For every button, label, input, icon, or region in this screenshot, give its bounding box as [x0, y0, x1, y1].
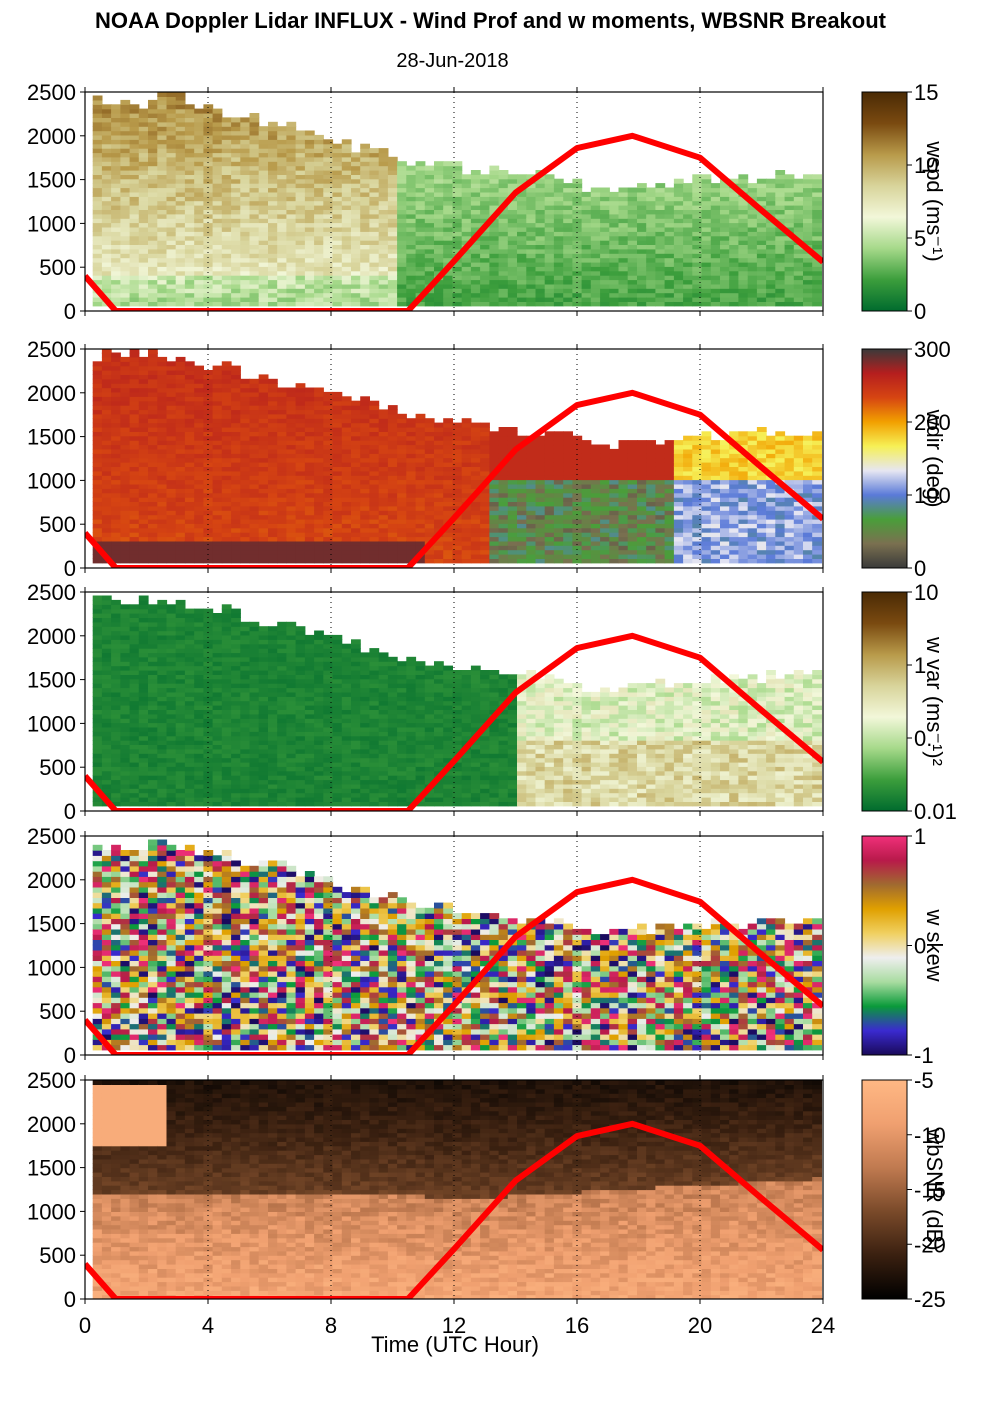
- colorbar-tick-label: -10: [914, 1123, 946, 1148]
- colorbar-label-wspd: wspd (ms⁻¹): [922, 140, 947, 261]
- y-tick-label: 1000: [27, 711, 76, 736]
- colorbar-tick-label: 5: [914, 226, 926, 251]
- y-tick-label: 1000: [27, 211, 76, 236]
- colorbar-tick-label: 1: [914, 653, 926, 678]
- colorbar-wskew: [861, 835, 908, 1056]
- heatmap-wspd: [92, 92, 822, 307]
- colorbar-wdir: [861, 348, 908, 569]
- y-tick-label: 0: [64, 1043, 76, 1068]
- y-tick-label: 1000: [27, 1199, 76, 1224]
- colorbar-label-wbsnr: wbSNR (dB): [922, 1127, 947, 1250]
- colorbar-wvar: [861, 591, 908, 812]
- heatmap-wbsnr: [92, 1080, 822, 1299]
- colorbar-tick-label: 100: [914, 483, 951, 508]
- colorbar-tick-label: 15: [914, 80, 938, 105]
- panel-wvar: 0 500 1000 1500 2000 2500 10 1 0. 0.01 w var (ms⁻¹…: [27, 580, 957, 824]
- y-tick-label: 1500: [27, 168, 76, 193]
- y-tick-label: 1000: [27, 955, 76, 980]
- x-axis-label: Time (UTC Hour): [371, 1332, 539, 1357]
- colorbar-tick-label: 0: [914, 556, 926, 581]
- colorbar-tick-label: -20: [914, 1232, 946, 1257]
- panel-wskew: 0 500 1000 1500 2000 2500 1 0 -1 w skew: [27, 824, 947, 1068]
- colorbar-label-wvar: w var (ms⁻¹)²: [922, 636, 947, 766]
- colorbar-tick-label: 10: [914, 153, 938, 178]
- colorbar-tick-label: 0: [914, 299, 926, 324]
- colorbar-tick-label: 300: [914, 337, 951, 362]
- heatmap-wdir: [92, 349, 822, 564]
- y-tick-label: 0: [64, 299, 76, 324]
- y-tick-label: 2500: [27, 580, 76, 605]
- y-tick-label: 500: [39, 999, 76, 1024]
- y-tick-label: 1500: [27, 425, 76, 450]
- x-tick-label: 16: [565, 1313, 589, 1338]
- overlay-line: [85, 1120, 823, 1299]
- colorbar-tick-label: 200: [914, 410, 951, 435]
- y-tick-label: 1000: [27, 468, 76, 493]
- colorbar-tick-label: 1: [914, 824, 926, 849]
- y-tick-label: 500: [39, 512, 76, 537]
- x-tick-label: 12: [442, 1313, 466, 1338]
- heatmap-wskew: [92, 839, 822, 1051]
- panel-wbsnr: 0 500 1000 1500 2000 2500 0 4 8 12 16 20 24 -5 -10 -15 -…: [27, 1068, 947, 1338]
- x-tick-label: 20: [688, 1313, 712, 1338]
- overlay-line: [85, 389, 823, 568]
- y-tick-label: 1500: [27, 912, 76, 937]
- colorbar-tick-label: -15: [914, 1178, 946, 1203]
- colorbar-label-wskew: w skew: [922, 908, 947, 981]
- colorbar-tick-label: -5: [914, 1068, 934, 1093]
- y-tick-label: 2500: [27, 80, 76, 105]
- y-tick-label: 2000: [27, 868, 76, 893]
- colorbar-tick-label: 0.01: [914, 799, 957, 824]
- colorbar-wspd: [861, 91, 908, 312]
- overlay-line: [85, 132, 823, 311]
- colorbar-tick-label: 10: [914, 580, 938, 605]
- y-tick-label: 0: [64, 1287, 76, 1312]
- y-tick-label: 2500: [27, 1068, 76, 1093]
- overlay-line: [85, 876, 823, 1055]
- colorbar-tick-label: 0.: [914, 726, 932, 751]
- colorbar-wbsnr: [861, 1079, 908, 1300]
- colorbar-tick-label: -25: [914, 1287, 946, 1312]
- chart-title: NOAA Doppler Lidar INFLUX - Wind Prof an…: [94, 8, 886, 33]
- y-tick-label: 1500: [27, 1156, 76, 1181]
- x-tick-label: 24: [811, 1313, 835, 1338]
- y-tick-label: 2500: [27, 337, 76, 362]
- panel-wspd: 0 500 1000 1500 2000 2500 15 10 5 0 wspd (ms⁻¹): [27, 80, 947, 324]
- y-tick-label: 0: [64, 799, 76, 824]
- y-tick-label: 2500: [27, 824, 76, 849]
- y-tick-label: 2000: [27, 124, 76, 149]
- colorbar-tick-label: -1: [914, 1043, 934, 1068]
- colorbar-label-wdir: wdir (deg): [922, 409, 947, 508]
- x-tick-label: 0: [79, 1313, 91, 1338]
- x-tick-label: 4: [202, 1313, 214, 1338]
- heatmap-wvar: [92, 595, 822, 807]
- y-tick-label: 1500: [27, 668, 76, 693]
- y-tick-label: 2000: [27, 1112, 76, 1137]
- y-tick-label: 2000: [27, 624, 76, 649]
- y-tick-label: 500: [39, 1243, 76, 1268]
- overlay-line: [85, 632, 823, 811]
- x-tick-label: 8: [325, 1313, 337, 1338]
- chart-subtitle: 28-Jun-2018: [396, 50, 509, 72]
- y-tick-label: 500: [39, 255, 76, 280]
- y-tick-label: 500: [39, 755, 76, 780]
- y-tick-label: 2000: [27, 381, 76, 406]
- y-tick-label: 0: [64, 556, 76, 581]
- colorbar-tick-label: 0: [914, 934, 926, 959]
